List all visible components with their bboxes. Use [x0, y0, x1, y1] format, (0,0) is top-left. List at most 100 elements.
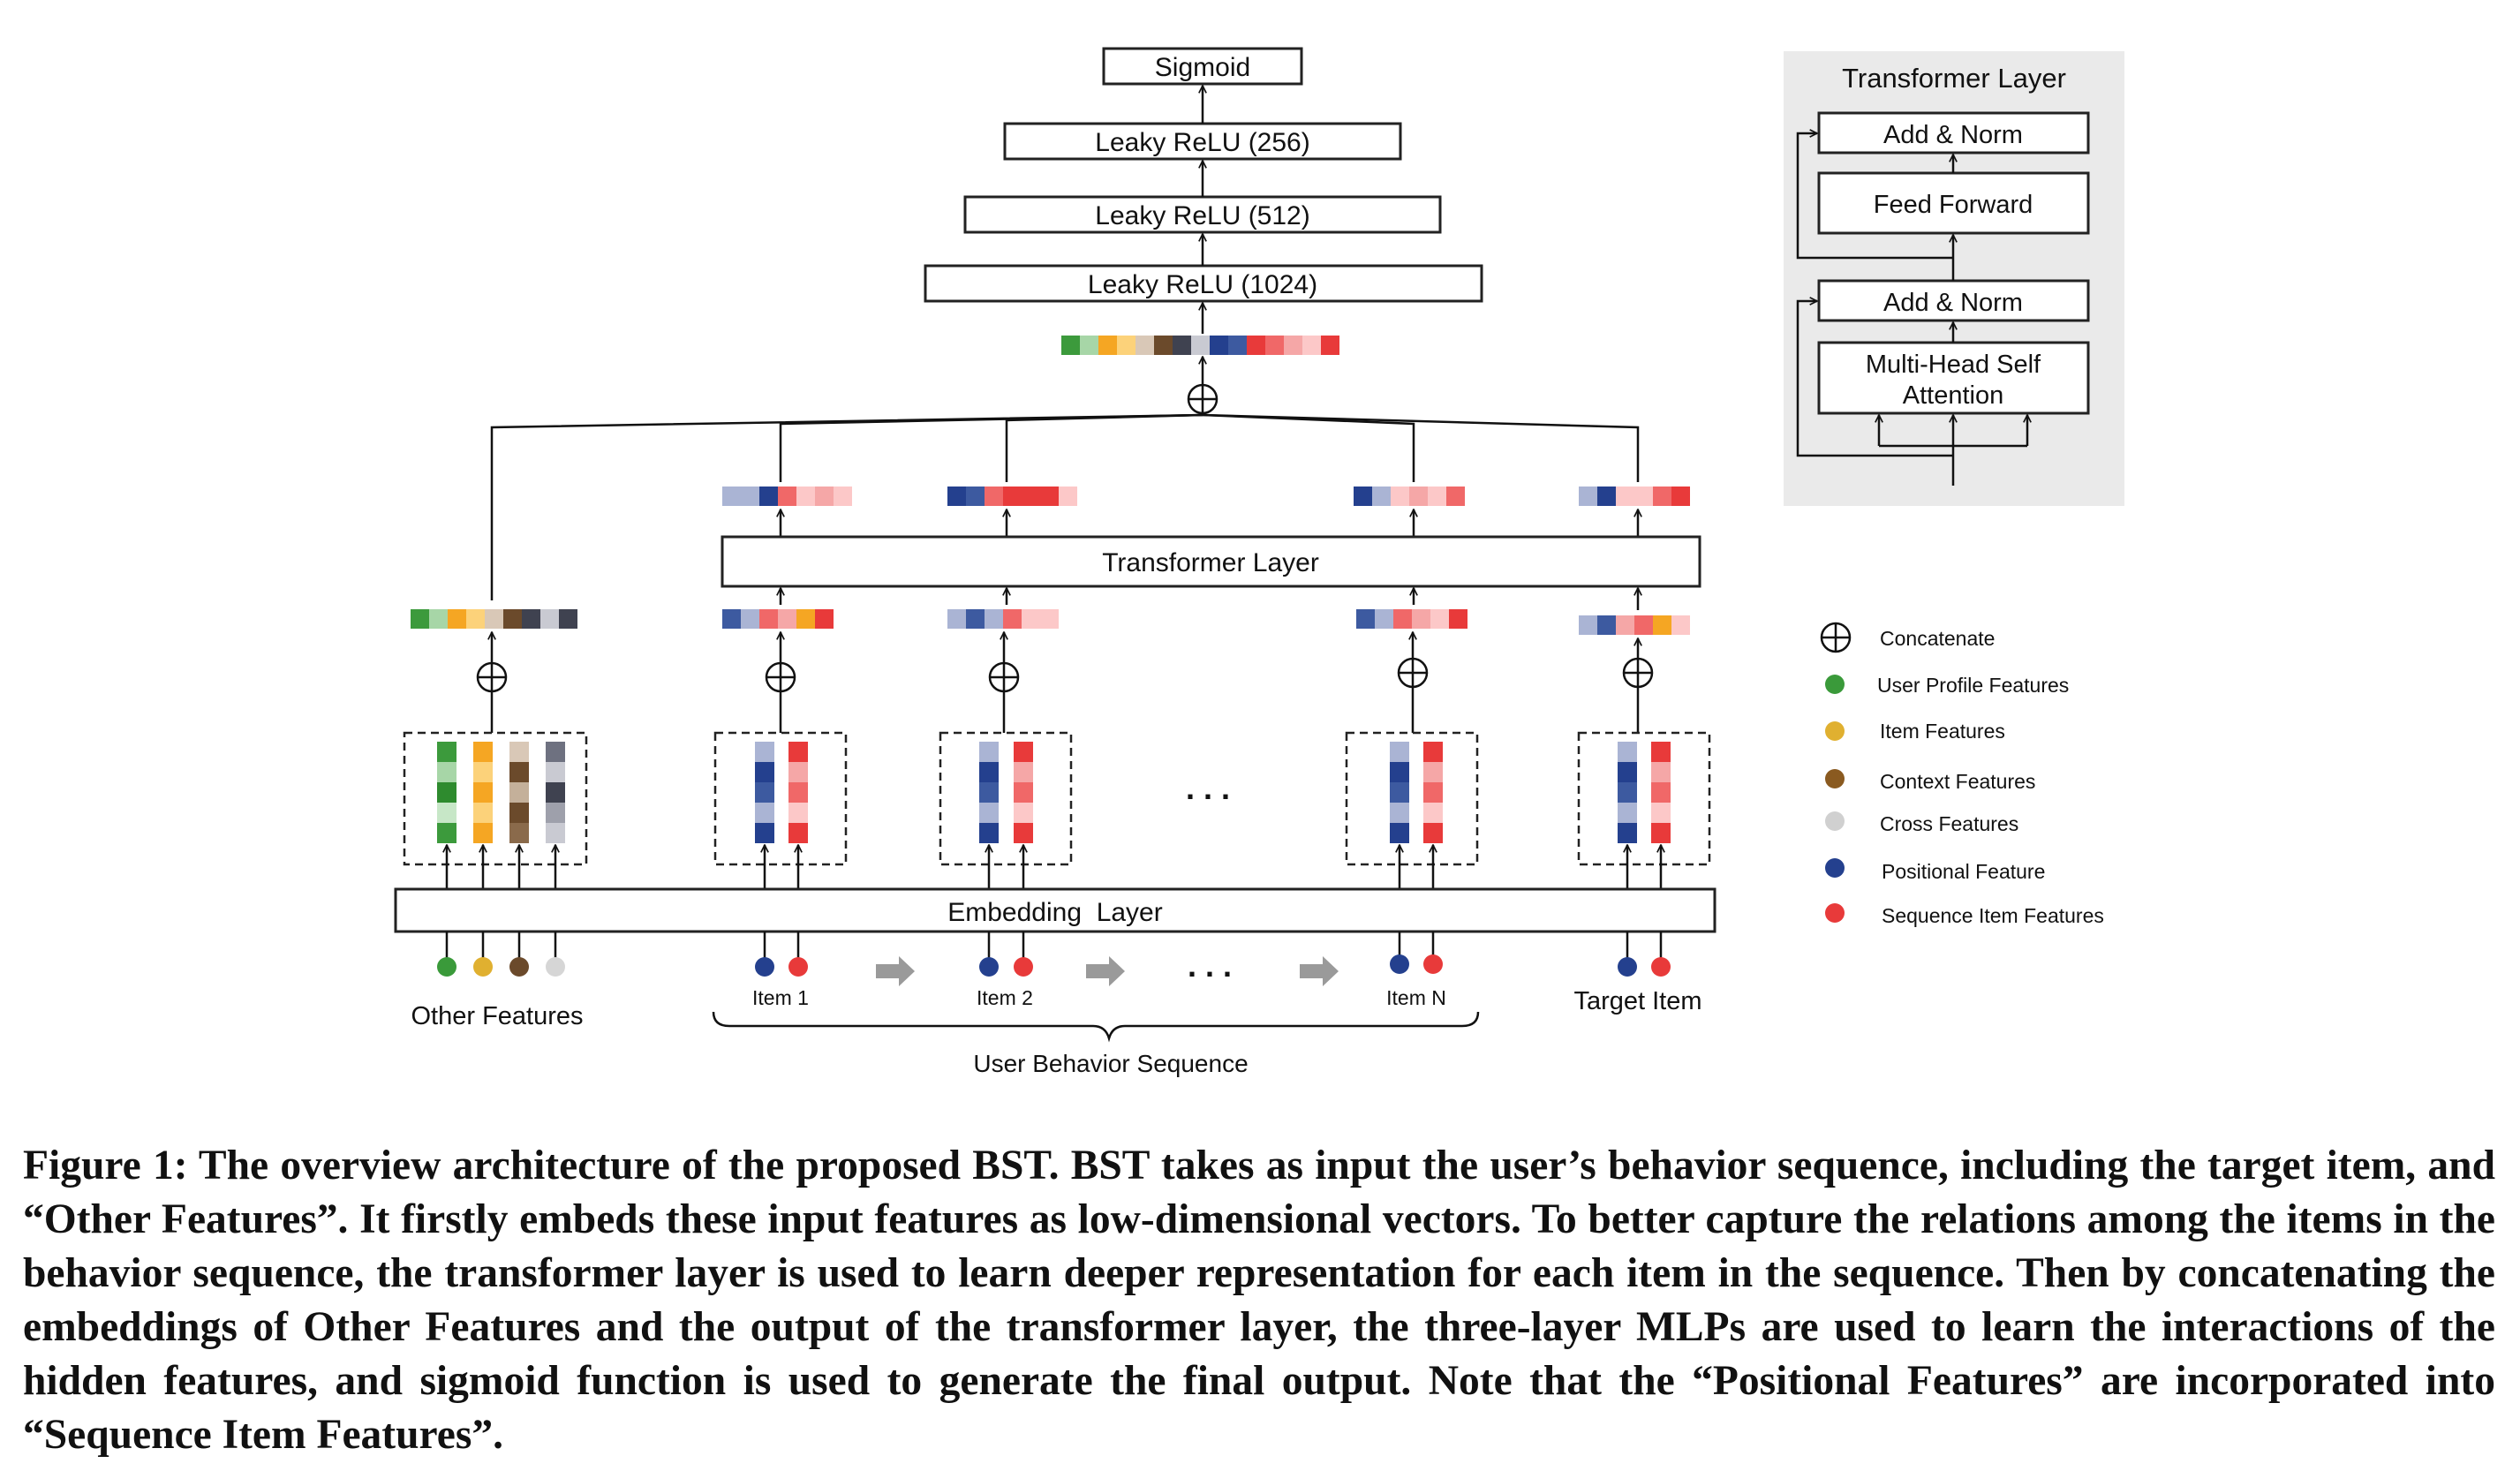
embedding-cell [1354, 487, 1372, 506]
embedding-cell [1423, 762, 1443, 782]
item1-positional-dot-icon [755, 957, 774, 977]
embedding-cell [473, 803, 493, 823]
embedding-cell [755, 782, 774, 803]
itemn-sequence-dot-icon [1423, 954, 1443, 974]
embedding-cell [1616, 615, 1634, 635]
embedding-cell [1356, 609, 1375, 629]
add-norm-top-label: Add & Norm [1883, 121, 2023, 149]
itemn-embedding-vector [1356, 609, 1467, 629]
legend-label-user-profile: User Profile Features [1877, 674, 2069, 697]
embedding-cell [1284, 336, 1302, 355]
embedding-cell [1390, 762, 1409, 782]
concat-icon [1187, 383, 1219, 415]
target-embedding-group [1577, 731, 1711, 866]
emb-col-cross [546, 742, 565, 843]
leaky-relu-256-box [1003, 122, 1402, 161]
item2-embedding-vector [947, 609, 1059, 629]
transformer-layer-label: Transformer Layer [1102, 548, 1319, 577]
leaky-relu-1024-box [924, 264, 1483, 303]
ellipsis-inputs: . . . [1188, 947, 1232, 984]
embedding-cell [546, 803, 565, 823]
embedding-cell [979, 762, 999, 782]
figure-caption: Figure 1: The overview architecture of t… [23, 1143, 2495, 1458]
embedding-cell [947, 609, 966, 629]
embedding-cell [1061, 336, 1080, 355]
user-behavior-sequence-label: User Behavior Sequence [973, 1050, 1248, 1077]
item2-positional-dot-icon [979, 957, 999, 977]
embedding-cell [437, 803, 456, 823]
embedding-cell [1375, 609, 1393, 629]
feed-forward-box [1817, 171, 2090, 235]
item1-label: Item 1 [752, 986, 809, 1009]
embedding-cell [1423, 823, 1443, 843]
add-norm-top-box [1817, 111, 2090, 155]
embedding-cell [796, 609, 815, 629]
residual-connection-top [1796, 133, 1953, 260]
gray-right-arrow-icon [1300, 956, 1339, 986]
positional-dot-icon [1825, 858, 1845, 878]
embedding-cell [985, 487, 1003, 506]
embedding-cell [755, 742, 774, 762]
emb-col-item [473, 742, 493, 843]
transformer-output-arrows [781, 509, 1638, 537]
sequence-flow-arrows [876, 956, 1339, 986]
embedding-cell [1040, 487, 1059, 506]
embedding-cell [1423, 803, 1443, 823]
embedding-cell [1651, 762, 1671, 782]
embedding-cell [788, 803, 808, 823]
emb-col-target-positional [1618, 742, 1637, 843]
mlp-input-vector [1061, 336, 1339, 355]
embedding-cell [796, 487, 815, 506]
embedding-cell [1210, 336, 1228, 355]
embedding-cell [1136, 336, 1154, 355]
embedding-cell [788, 762, 808, 782]
concat-icon [1622, 657, 1654, 689]
embedding-cell [437, 823, 456, 843]
emb-col-user-profile [437, 742, 456, 843]
embedding-cell [1423, 742, 1443, 762]
embedding-cell [979, 803, 999, 823]
emb-col-context [509, 742, 529, 843]
ellipsis-middle: . . . [1186, 770, 1230, 806]
panel-title: Transformer Layer [1842, 63, 2066, 94]
embedding-cell [1618, 823, 1637, 843]
target-sequence-dot-icon [1651, 957, 1671, 977]
embedding-cell [759, 609, 778, 629]
transformer-detail-panel: Transformer Layer Add & Norm Feed Forwar… [1784, 51, 2124, 506]
embedding-cell [1671, 487, 1690, 506]
leaky-relu-512-label: Leaky ReLU (512) [1095, 201, 1309, 230]
embedding-cell [788, 823, 808, 843]
embedding-cell [1372, 487, 1391, 506]
embedding-cell [947, 487, 966, 506]
embedding-cell [1014, 823, 1033, 843]
gray-right-arrow-icon [876, 956, 915, 986]
cross-dot-icon [546, 957, 565, 977]
item-dot-icon [473, 957, 493, 977]
embedding-cell [1390, 823, 1409, 843]
target-output-vector [1579, 487, 1690, 506]
concat-icon [476, 661, 508, 693]
embedding-cell [1080, 336, 1098, 355]
embedding-cell [473, 782, 493, 803]
embedding-cell [979, 742, 999, 762]
embedding-cell [1003, 609, 1022, 629]
embedding-cell [979, 782, 999, 803]
seq-output-vector-1 [722, 487, 852, 506]
target-item-label: Target Item [1573, 987, 1701, 1015]
multi-head-attention-label-1: Multi-Head Self [1866, 351, 2041, 379]
leaky-relu-256-label: Leaky ReLU (256) [1095, 128, 1309, 157]
embedding-cell [437, 782, 456, 803]
emb-col-item2-positional [979, 742, 999, 843]
embedding-cell [1247, 336, 1265, 355]
embedding-layer-bar [394, 887, 1716, 933]
embedding-cell [1302, 336, 1321, 355]
legend-label-concatenate: Concatenate [1880, 627, 1995, 650]
embedding-cell [1579, 487, 1597, 506]
embedding-cell [1391, 487, 1409, 506]
embedding-cell [473, 823, 493, 843]
sigmoid-box [1102, 47, 1303, 86]
other-features-vector [411, 609, 577, 629]
leaky-relu-1024-label: Leaky ReLU (1024) [1088, 270, 1317, 299]
embedding-cell [509, 782, 529, 803]
embedding-cell [546, 762, 565, 782]
